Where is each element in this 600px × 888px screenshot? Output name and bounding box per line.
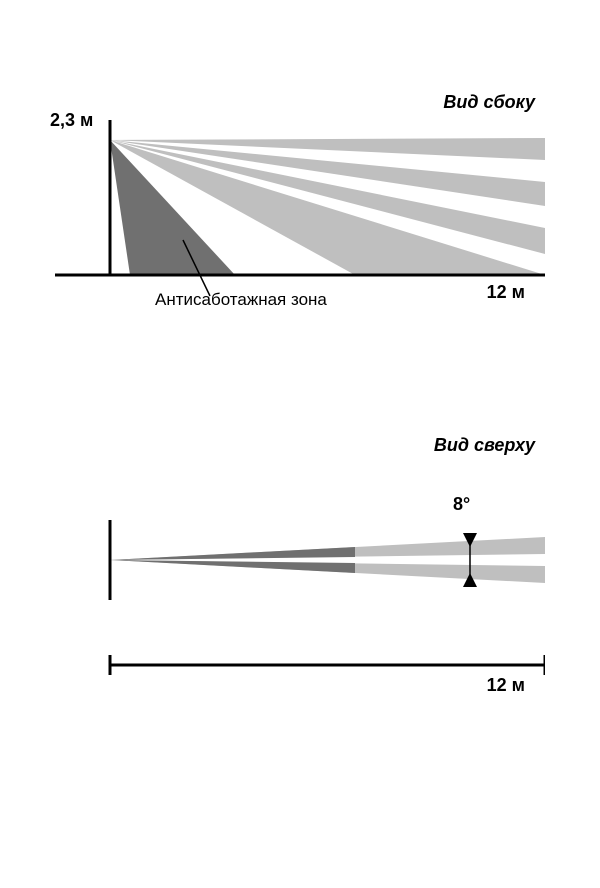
side-view-height-label: 2,3 м [50, 110, 93, 131]
top-view-angle-label: 8° [453, 494, 470, 515]
side-view-callout-label: Антисаботажная зона [155, 290, 327, 310]
side-view-diagram: Вид сбоку 2,3 м 12 м Антисаботажная зона [55, 120, 545, 350]
top-view-range-label: 12 м [487, 675, 525, 696]
top-view-title: Вид сверху [434, 435, 535, 456]
top-view-diagram: Вид сверху 8° 12 м [55, 440, 545, 730]
detection-diagram-page: Вид сбоку 2,3 м 12 м Антисаботажная зона… [0, 0, 600, 888]
side-view-title: Вид сбоку [443, 92, 535, 113]
side-view-svg [55, 120, 545, 350]
top-view-svg [55, 440, 545, 700]
side-view-range-label: 12 м [487, 282, 525, 303]
